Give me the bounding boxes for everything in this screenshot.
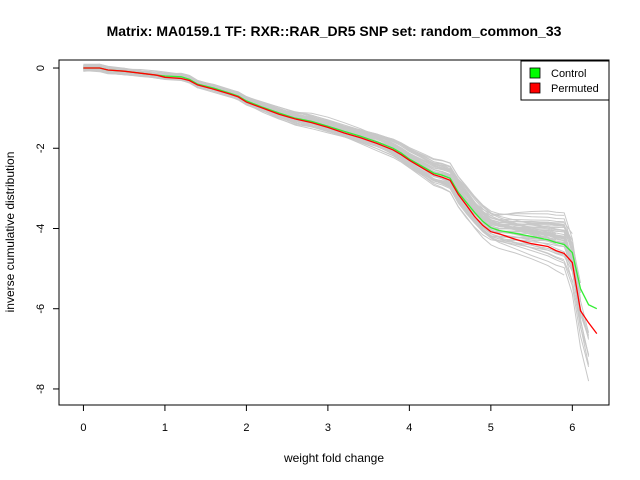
y-tick-label: -2: [35, 143, 47, 153]
legend-label-permuted: Permuted: [551, 83, 599, 95]
x-tick-label: 6: [569, 422, 575, 434]
y-tick-label: -6: [35, 304, 47, 314]
chart-title: Matrix: MA0159.1 TF: RXR::RAR_DR5 SNP se…: [107, 23, 562, 39]
legend-swatch-permuted: [529, 82, 541, 94]
x-tick-label: 4: [406, 422, 412, 434]
x-tick-label: 0: [80, 422, 86, 434]
y-axis-label: inverse cumulative distribution: [3, 152, 17, 313]
series-lines: [83, 67, 598, 334]
permutation-lines: [83, 63, 590, 382]
x-tick-label: 3: [325, 422, 331, 434]
legend: Control Permuted: [520, 60, 610, 101]
series-line-permuted: [83, 67, 598, 334]
legend-box: [520, 60, 610, 101]
x-tick-label: 5: [488, 422, 494, 434]
plot-frame: [58, 59, 610, 406]
x-tick-label: 1: [162, 422, 168, 434]
y-tick-label: -4: [35, 224, 47, 234]
axes: 0 1 2 3 4 5 6 0 -2 -4 -6 -8: [35, 59, 610, 434]
y-tick-label: -8: [35, 384, 47, 394]
x-axis-label: weight fold change: [283, 451, 384, 465]
permutation-line: [83, 68, 573, 267]
legend-swatch-control: [529, 67, 541, 79]
series-line-control: [83, 67, 598, 310]
y-tick-label: 0: [35, 65, 47, 71]
x-tick-label: 2: [243, 422, 249, 434]
legend-label-control: Control: [551, 68, 586, 80]
